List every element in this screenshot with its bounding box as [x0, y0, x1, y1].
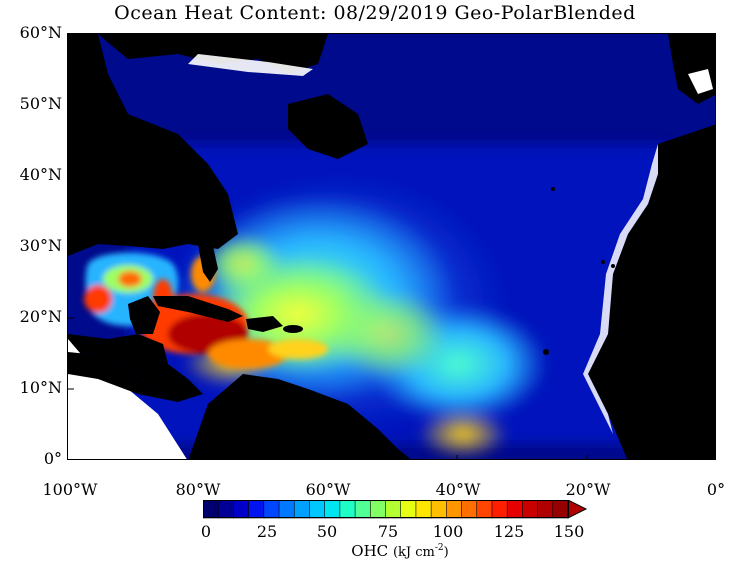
land-north-america [68, 34, 238, 256]
colorbar-tick-0: 0 [200, 522, 212, 541]
colorbar-cell [506, 500, 524, 519]
lat-label-10n: 10°N [19, 378, 62, 397]
lat-label-30n: 30°N [19, 236, 62, 255]
colorbar-cell [400, 500, 417, 519]
colorbar-overflow-arrow [567, 500, 588, 519]
frame-ticks [68, 104, 588, 459]
lat-label-20n: 20°N [19, 307, 62, 326]
colorbar-unit-exp: -2 [434, 543, 444, 553]
land-south-america [188, 374, 411, 459]
land-newfoundland [288, 94, 368, 159]
colorbar-unit-close: ) [443, 545, 449, 560]
colorbar-cell [385, 500, 402, 519]
colorbar-title: OHC (kJ cm-2) [320, 542, 480, 560]
land-cuba [153, 296, 243, 322]
colorbar-label: OHC [351, 542, 389, 560]
colorbar-cell [248, 500, 265, 519]
colorbar-cell [369, 500, 387, 519]
colorbar-cell [217, 500, 235, 519]
colorbar-cell [324, 500, 341, 519]
map-title: Ocean Heat Content: 08/29/2019 Geo-Polar… [114, 2, 636, 24]
colorbar-cell [339, 500, 356, 519]
colorbar-cell [461, 500, 478, 519]
colorbar-cell [263, 500, 280, 519]
lon-label-40w: 40°W [435, 480, 481, 499]
lon-label-0: 0° [706, 480, 726, 499]
land-hispaniola [246, 316, 283, 332]
colorbar [203, 500, 588, 519]
colorbar-tick-25: 25 [256, 522, 278, 541]
colorbar-cell [446, 500, 463, 519]
colorbar-cell [203, 500, 220, 519]
lat-label-50n: 50°N [19, 94, 62, 113]
colorbar-cell [354, 500, 372, 519]
land-africa-europe [588, 124, 715, 459]
colorbar-tick-125: 125 [493, 522, 525, 541]
colorbar-cell [430, 500, 448, 519]
lon-label-60w: 60°W [305, 480, 351, 499]
colorbar-tick-100: 100 [432, 522, 464, 541]
ohc-map [67, 33, 716, 460]
land-central-america [68, 334, 203, 402]
colorbar-cell [233, 500, 250, 519]
colorbar-tick-75: 75 [377, 522, 399, 541]
colorbar-cell [552, 500, 569, 519]
colorbar-tick-50: 50 [316, 522, 338, 541]
colorbar-cell [309, 500, 326, 519]
land-florida [198, 244, 218, 282]
lon-label-20w: 20°W [565, 480, 611, 499]
colorbar-cell [491, 500, 508, 519]
lon-label-100w: 100°W [42, 480, 98, 499]
eastern-pacific-mask [68, 339, 187, 459]
lat-label-60n: 60°N [19, 23, 62, 42]
colorbar-cell [278, 500, 296, 519]
lat-label-40n: 40°N [19, 165, 62, 184]
colorbar-cell [522, 500, 539, 519]
colorbar-tick-150: 150 [553, 522, 585, 541]
colorbar-unit: (kJ cm [392, 545, 435, 560]
map-canvas [68, 34, 715, 459]
lat-label-0: 0° [43, 449, 62, 468]
colorbar-cell [415, 500, 432, 519]
colorbar-cell [476, 500, 493, 519]
lon-label-80w: 80°W [175, 480, 221, 499]
colorbar-cell [537, 500, 554, 519]
colorbar-cell [293, 500, 311, 519]
